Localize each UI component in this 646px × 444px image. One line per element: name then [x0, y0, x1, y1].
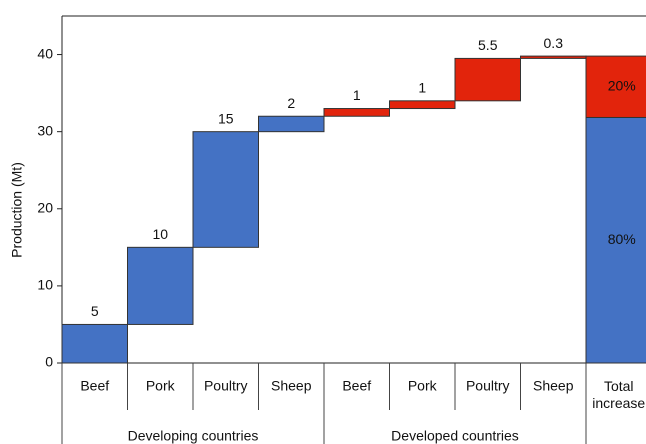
x-tick-label: Beef — [342, 378, 371, 394]
x-tick-label: Beef — [80, 378, 109, 394]
y-tick-label: 10 — [37, 277, 53, 293]
y-tick-label: 20 — [37, 199, 53, 215]
value-label: 15 — [218, 110, 234, 126]
bar — [61, 323, 128, 364]
bar — [127, 246, 194, 325]
group-label: Developed countries — [391, 428, 519, 444]
x-tick-label: Sheep — [271, 378, 312, 394]
x-tick-label: Pork — [146, 378, 176, 394]
value-label: 80% — [608, 231, 636, 247]
value-label: 20% — [608, 77, 636, 93]
bar — [192, 131, 259, 248]
x-tick-label: Sheep — [533, 378, 574, 394]
y-tick-label: 0 — [45, 354, 53, 370]
value-label: 1 — [353, 87, 361, 103]
x-tick-label: Poultry — [204, 378, 248, 394]
value-label: 5 — [91, 303, 99, 319]
x-tick-label: Poultry — [466, 378, 510, 394]
value-label: 5.5 — [478, 37, 498, 53]
bar — [323, 108, 390, 117]
value-label: 0.3 — [544, 35, 564, 51]
y-tick-label: 30 — [37, 122, 53, 138]
group-label: Developing countries — [128, 428, 259, 444]
value-label: 1 — [418, 80, 426, 96]
x-tick-label: Total increase — [592, 378, 646, 411]
total-bar — [585, 55, 646, 118]
value-label: 10 — [152, 226, 168, 242]
bar — [389, 100, 456, 110]
y-axis-label: Production (Mt) — [9, 162, 25, 258]
x-tick-label: Pork — [408, 378, 438, 394]
y-tick-label: 40 — [37, 45, 53, 61]
bar — [520, 55, 587, 59]
bar — [454, 57, 521, 102]
total-bar — [585, 116, 646, 364]
value-label: 2 — [287, 95, 295, 111]
bar — [258, 115, 325, 133]
